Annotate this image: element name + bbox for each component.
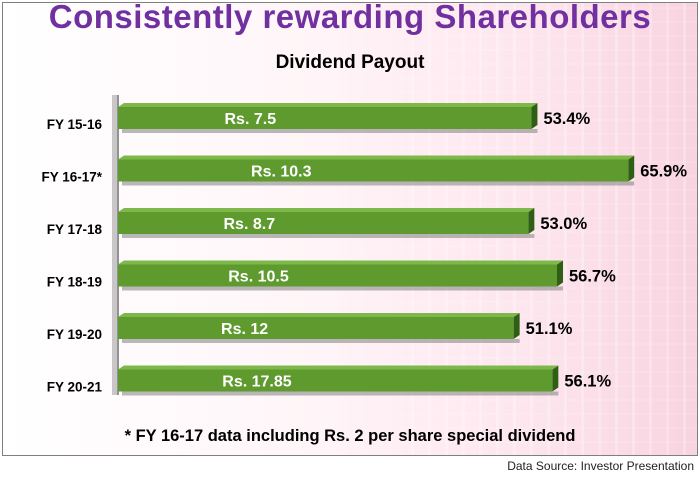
category-tick-label: FY 20-21 bbox=[47, 380, 103, 395]
bar-value-label: Rs. 10.5 bbox=[228, 269, 289, 286]
bar-top bbox=[118, 365, 559, 370]
payout-ratio-label: 56.1% bbox=[564, 373, 611, 391]
bar-shadow bbox=[122, 129, 538, 133]
bar-shadow bbox=[122, 181, 635, 186]
category-tick-label: FY 15-16 bbox=[47, 117, 103, 132]
category-tick-label: FY 19-20 bbox=[47, 327, 102, 342]
bar-side bbox=[528, 208, 535, 234]
bar-top bbox=[118, 260, 563, 265]
bar-top bbox=[118, 155, 635, 160]
chart-subtitle: Dividend Payout bbox=[275, 52, 425, 73]
bar-top bbox=[118, 103, 538, 107]
bar-side bbox=[513, 313, 520, 339]
bar-side bbox=[556, 260, 563, 287]
bar bbox=[118, 369, 553, 392]
bar-side bbox=[628, 155, 635, 182]
bar-shadow bbox=[122, 339, 520, 343]
bar-side bbox=[531, 103, 538, 129]
payout-ratio-label: 65.9% bbox=[640, 163, 687, 181]
payout-ratio-label: 56.7% bbox=[569, 268, 616, 286]
bar-shadow bbox=[122, 391, 559, 396]
category-tick-label: FY 17-18 bbox=[47, 222, 103, 237]
data-source: Data Source: Investor Presentation bbox=[507, 459, 694, 473]
bar-value-label: Rs. 10.3 bbox=[251, 164, 312, 181]
bar-top bbox=[118, 208, 535, 212]
bar bbox=[118, 159, 629, 182]
payout-ratio-label: 53.0% bbox=[540, 215, 587, 233]
category-tick-label: FY 18-19 bbox=[47, 275, 102, 290]
bar-top bbox=[118, 313, 520, 317]
category-tick-label: FY 16-17* bbox=[41, 170, 102, 185]
bar-shadow bbox=[122, 286, 563, 291]
payout-ratio-label: 51.1% bbox=[526, 320, 573, 338]
bar bbox=[118, 317, 514, 339]
bar-side bbox=[552, 365, 559, 392]
bar-value-label: Rs. 8.7 bbox=[224, 216, 276, 233]
bar-shadow bbox=[122, 234, 535, 238]
page-title: Consistently rewarding Shareholders bbox=[48, 0, 652, 35]
bar-value-label: Rs. 12 bbox=[221, 321, 268, 338]
bar bbox=[118, 212, 529, 234]
axis-shadow bbox=[112, 95, 117, 395]
bar bbox=[118, 107, 532, 129]
bar-value-label: Rs. 7.5 bbox=[225, 111, 277, 128]
bar bbox=[118, 264, 557, 287]
bar-value-label: Rs. 17.85 bbox=[222, 374, 291, 391]
footnote: * FY 16-17 data including Rs. 2 per shar… bbox=[124, 427, 576, 445]
payout-ratio-label: 53.4% bbox=[543, 110, 590, 128]
